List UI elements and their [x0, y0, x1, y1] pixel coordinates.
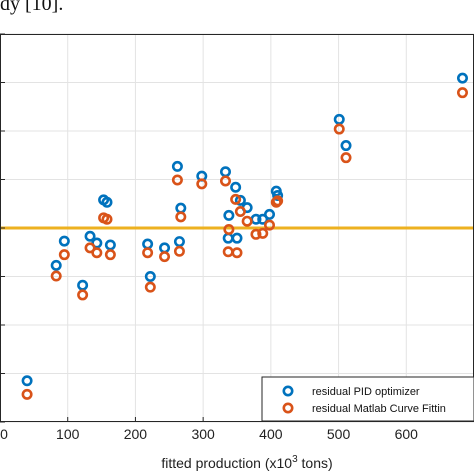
x-axis-label: fitted production (x103 tons): [161, 454, 332, 471]
point-series-1-22: [241, 215, 253, 227]
x-axis-label-main: fitted production (x10: [161, 455, 292, 471]
top-text: dy [10].: [0, 0, 64, 15]
point-series-0-18: [223, 209, 235, 221]
point-series-1-14: [175, 211, 187, 223]
point-series-1-17: [222, 246, 234, 258]
point-series-1-9: [142, 247, 154, 259]
point-series-0-9: [142, 238, 154, 250]
point-series-0-3: [77, 279, 89, 291]
point-series-1-29: [340, 152, 352, 164]
point-series-1-12: [171, 174, 183, 186]
point-series-1-1: [50, 270, 62, 282]
point-series-0-12: [171, 160, 183, 172]
point-series-0-16: [219, 166, 231, 178]
point-series-0-1: [50, 259, 62, 271]
point-series-1-27: [272, 195, 284, 207]
x-tick-label-2: 200: [124, 426, 148, 442]
point-series-1-7: [101, 213, 113, 225]
x-tick-label-1: 100: [56, 426, 80, 442]
point-series-0-19: [230, 181, 242, 193]
point-series-1-2: [58, 249, 70, 261]
point-series-1-23: [250, 228, 262, 240]
point-series-1-19: [230, 193, 242, 205]
point-series-0-10: [144, 270, 156, 282]
x-axis-label-end: tons): [298, 455, 333, 471]
legend-marker-pid: [282, 385, 294, 397]
point-series-1-20: [231, 247, 243, 259]
point-series-1-8: [104, 249, 116, 261]
point-series-0-7: [101, 196, 113, 208]
point-series-1-18: [223, 223, 235, 235]
point-series-0-27: [272, 190, 284, 202]
point-series-1-28: [333, 123, 345, 135]
point-series-1-0: [21, 388, 33, 400]
point-series-1-10: [144, 281, 156, 293]
point-series-1-21: [234, 206, 246, 218]
point-series-0-14: [175, 202, 187, 214]
point-series-1-5: [91, 247, 103, 259]
ticks-layer: 0 100 200 300 400 500 600: [0, 33, 419, 442]
point-series-0-2: [58, 235, 70, 247]
point-series-0-29: [340, 140, 352, 152]
point-series-1-30: [456, 87, 468, 99]
legend-label-matlab: residual Matlab Curve Fittin: [312, 403, 446, 415]
point-series-1-3: [77, 289, 89, 301]
legend-label-pid: residual PID optimizer: [312, 386, 420, 398]
legend-marker-matlab: [282, 402, 294, 414]
point-series-1-13: [173, 245, 185, 257]
point-series-0-25: [264, 208, 276, 220]
x-axis-label-sup: 3: [292, 454, 298, 465]
x-tick-label-0: 0: [0, 426, 8, 442]
x-tick-label-3: 300: [191, 426, 215, 442]
point-series-0-0: [21, 375, 33, 387]
point-series-0-30: [456, 72, 468, 84]
point-series-1-25: [264, 219, 276, 231]
point-series-1-11: [159, 251, 171, 263]
x-tick-label-6: 600: [395, 426, 419, 442]
point-series-1-24: [257, 227, 269, 239]
point-series-1-16: [219, 175, 231, 187]
legend-box: [261, 376, 474, 422]
point-series-0-13: [173, 236, 185, 248]
point-series-0-4: [84, 230, 96, 242]
x-tick-label-5: 500: [327, 426, 351, 442]
point-series-0-8: [104, 239, 116, 251]
point-series-0-11: [159, 242, 171, 254]
point-series-0-17: [222, 232, 234, 244]
point-series-1-15: [196, 178, 208, 190]
points-layer: [21, 72, 468, 400]
x-tick-label-4: 400: [259, 426, 283, 442]
point-series-0-21: [234, 194, 246, 206]
legend: residual PID optimizer residual Matlab C…: [261, 376, 474, 422]
point-series-0-20: [231, 232, 243, 244]
point-series-0-28: [333, 113, 345, 125]
